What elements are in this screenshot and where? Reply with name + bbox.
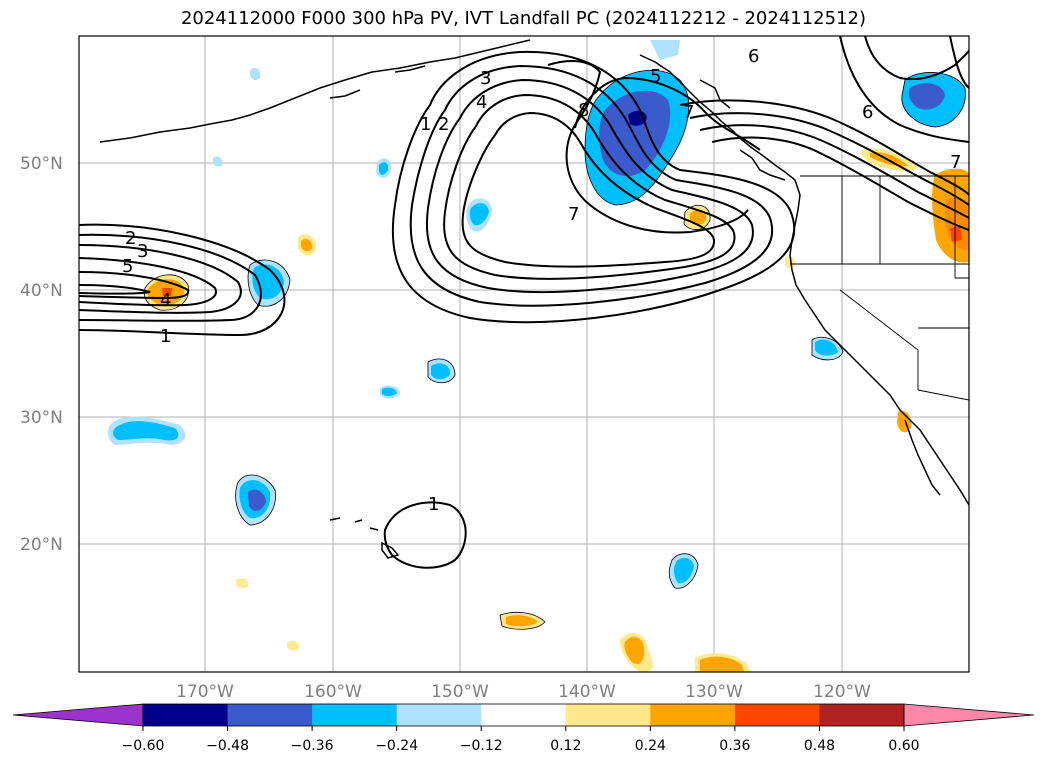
contour-label: 4 [476, 92, 487, 113]
lon-label: 130°W [685, 682, 743, 702]
colorbar-bin [312, 704, 398, 726]
blob-outlines [143, 69, 966, 630]
lat-label: 40°N [20, 281, 63, 301]
lon-label: 140°W [558, 682, 616, 702]
lon-label: 120°W [813, 682, 871, 702]
chart-title: 2024112000 F000 300 hPa PV, IVT Landfall… [180, 8, 867, 29]
pv-contours [79, 36, 969, 569]
contour-label: 7 [683, 102, 694, 123]
colorbar-bin [227, 704, 313, 726]
contour-label: 6 [862, 102, 873, 123]
contour-label: 8 [578, 100, 589, 121]
colorbar-bin [819, 704, 905, 726]
lon-label: 150°W [431, 682, 489, 702]
lon-label: 170°W [176, 682, 234, 702]
colorbar-tick-label: −0.12 [460, 738, 503, 754]
colorbar-frame [142, 703, 905, 727]
contour-label: 7 [568, 204, 579, 225]
lat-label: 30°N [20, 408, 63, 428]
colorbar-tick-label: 0.48 [804, 738, 835, 754]
colorbar-bin [481, 704, 567, 726]
contour-label: 6 [748, 46, 759, 67]
contour-label: 5 [122, 256, 133, 277]
colorbar-tick-label: −0.60 [122, 738, 165, 754]
shaded-blobs [107, 40, 969, 672]
colorbar-tick-label: 0.60 [888, 738, 919, 754]
colorbar-tick-label: 0.36 [719, 738, 750, 754]
colorbar-bin [650, 704, 736, 726]
contour-label: 3 [480, 68, 491, 89]
lon-label: 160°W [304, 682, 362, 702]
contour-label: 3 [137, 241, 148, 262]
colorbar-tick-label: −0.24 [375, 738, 418, 754]
colorbar-tick-label: 0.24 [635, 738, 666, 754]
colorbar-tick-label: −0.48 [206, 738, 249, 754]
colorbar-bin [396, 704, 482, 726]
contour-label: 1 [160, 326, 171, 347]
colorbar: −0.60 −0.48 −0.36 −0.24 −0.12 0.12 0.24 0.36 0.4… [12, 703, 1035, 754]
colorbar-bin [734, 704, 820, 726]
colorbar-tick-label: −0.36 [291, 738, 334, 754]
contour-labels: 1 2 3 4 5 1 2 3 4 7 8 5 6 6 7 7 1 [122, 46, 961, 515]
contour-label: 1 [428, 494, 439, 515]
lat-labels: 50°N 40°N 30°N 20°N [20, 154, 63, 555]
colorbar-bin [565, 704, 651, 726]
colorbar-extend-high [903, 703, 1035, 727]
colorbar-extend-low [12, 703, 144, 727]
contour-label: 1 [420, 114, 431, 135]
contour-label: 2 [438, 114, 449, 135]
contour-label: 2 [125, 228, 136, 249]
lon-labels: 170°W 160°W 150°W 140°W 130°W 120°W [176, 682, 871, 702]
lat-label: 50°N [20, 154, 63, 174]
map-frame [78, 35, 970, 673]
contour-label: 5 [650, 66, 661, 87]
contour-label: 4 [160, 290, 171, 311]
colorbar-bin [143, 704, 229, 726]
lat-label: 20°N [20, 535, 63, 555]
colorbar-tick-label: 0.12 [550, 738, 581, 754]
contour-label: 7 [950, 152, 961, 173]
